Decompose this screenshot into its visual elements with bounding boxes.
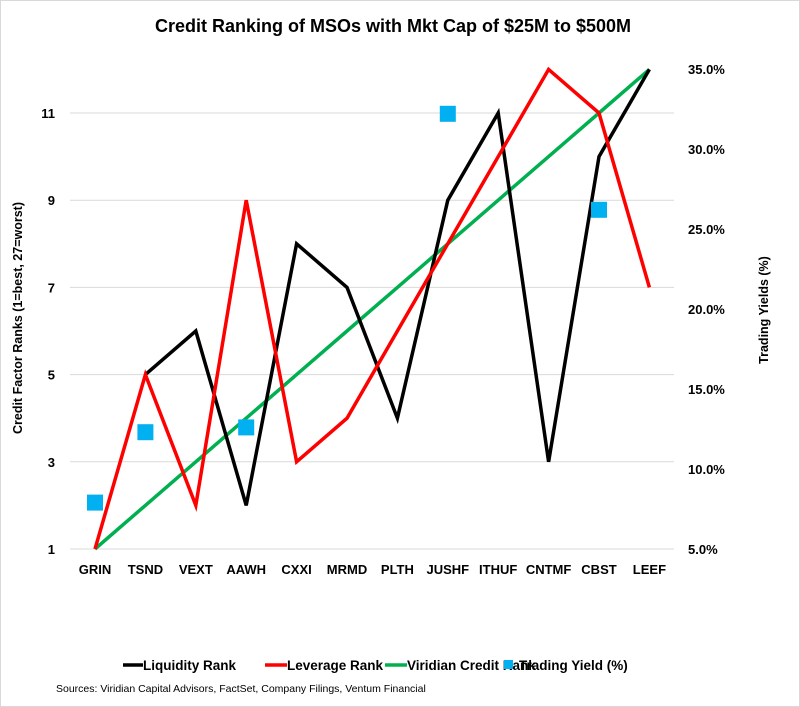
x-tick-label: JUSHF [426,562,469,577]
left-tick-label: 9 [48,193,55,208]
marker-trading-yield-tsnd [137,424,154,441]
legend-item-leverage[interactable]: Leverage Rank [265,658,384,673]
marker-trading-yield-cbst [591,201,607,218]
right-axis-label: Trading Yields (%) [757,256,771,364]
chart-title: Credit Ranking of MSOs with Mkt Cap of $… [155,16,631,36]
left-tick-label: 3 [48,455,55,470]
right-tick-label: 35.0% [688,62,725,77]
left-tick-label: 7 [48,280,55,295]
right-tick-label: 5.0% [688,542,718,557]
series-line-leverage-rank [93,66,652,550]
x-axis-ticks: GRIN TSND VEXT AAWH CXXI MRMD PLTH JUSHF ITHUF CN… [79,562,666,577]
legend-item-viridian[interactable]: Viridian Credit Rank [385,658,536,673]
legend-item-trading-yield[interactable]: Trading Yield (%) [504,658,628,673]
legend-label-viridian: Viridian Credit Rank [407,658,536,673]
right-tick-label: 25.0% [688,222,725,237]
legend-label-trading-yield: Trading Yield (%) [519,658,628,673]
left-tick-label: 11 [41,106,55,121]
left-axis-label: Credit Factor Ranks (1=best, 27=worst) [11,202,25,434]
marker-trading-yield-aawh [238,419,255,436]
left-axis-ticks: 1 3 5 7 9 11 [41,106,55,557]
x-tick-label: VEXT [179,562,213,577]
source-note: Sources: Viridian Capital Advisors, Fact… [56,683,426,695]
gridlines [70,112,674,550]
x-tick-label: CXXI [281,562,311,577]
marker-trading-yield-grin [87,494,103,511]
x-tick-label: CNTMF [526,562,572,577]
x-tick-label: AAWH [226,562,266,577]
x-tick-label: PLTH [381,562,414,577]
x-tick-label: TSND [128,562,163,577]
x-tick-label: ITHUF [479,562,517,577]
legend-label-liquidity: Liquidity Rank [143,658,236,673]
right-tick-label: 10.0% [688,462,725,477]
marker-trading-yield-jushf [439,105,456,122]
right-tick-label: 15.0% [688,382,725,397]
legend-item-liquidity[interactable]: Liquidity Rank [123,658,236,673]
x-tick-label: GRIN [79,562,112,577]
series-line-viridian-credit-rank [93,68,651,551]
right-tick-label: 20.0% [688,302,725,317]
left-tick-label: 5 [48,368,55,383]
legend-swatch-trading-yield [504,660,513,669]
x-tick-label: MRMD [327,562,367,577]
right-tick-label: 30.0% [688,142,725,157]
right-axis-ticks: 5.0% 10.0% 15.0% 20.0% 25.0% 30.0% 35.0% [688,62,725,557]
x-tick-label: LEEF [633,562,666,577]
left-tick-label: 1 [48,542,55,557]
x-tick-label: CBST [581,562,616,577]
legend: Liquidity Rank Leverage Rank Viridian Cr… [123,658,628,673]
series-layer [87,66,652,551]
legend-label-leverage: Leverage Rank [287,658,384,673]
